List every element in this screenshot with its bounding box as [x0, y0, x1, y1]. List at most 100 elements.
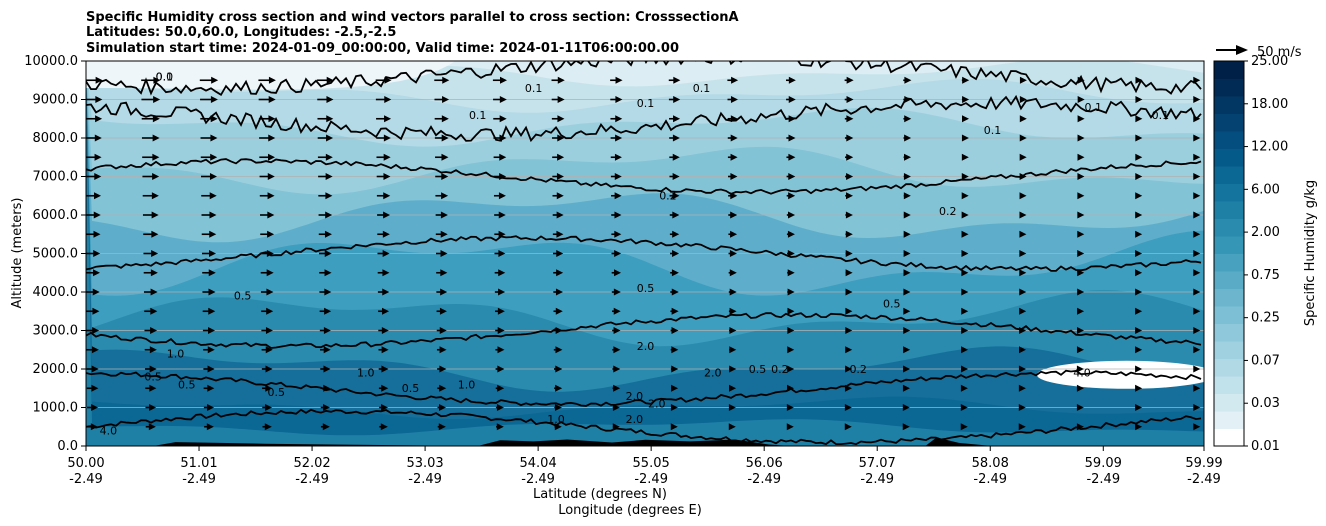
- wind-arrow: [258, 115, 276, 123]
- wind-arrow: [199, 76, 219, 84]
- wind-arrow: [728, 250, 737, 257]
- wind-arrow: [1076, 365, 1084, 373]
- wind-arrow: [612, 365, 621, 373]
- wind-arrow: [844, 96, 854, 103]
- wind-arrow: [1018, 384, 1026, 392]
- wind-arrow: [87, 404, 99, 411]
- wind-arrow: [669, 173, 680, 180]
- wind-arrow: [379, 404, 389, 411]
- y-axis-label: Altitude (meters): [10, 198, 25, 309]
- wind-arrow: [845, 230, 853, 238]
- x-tick-label-lat: 51.01: [180, 456, 217, 471]
- wind-arrow: [86, 250, 101, 257]
- wind-arrow: [787, 269, 795, 277]
- x-tick-label-lat: 56.06: [746, 456, 783, 471]
- wind-arrow: [436, 327, 447, 334]
- wind-arrow: [495, 327, 505, 334]
- wind-arrow: [201, 230, 217, 238]
- wind-arrow: [669, 192, 680, 200]
- contour-label: 0.5: [637, 282, 655, 295]
- wind-arrow: [1135, 230, 1143, 238]
- wind-arrow: [141, 115, 160, 123]
- wind-arrow: [961, 192, 969, 200]
- wind-arrow: [671, 384, 679, 392]
- contour-label: 2.0: [626, 413, 644, 426]
- wind-arrow: [670, 404, 678, 411]
- wind-arrow: [1135, 173, 1143, 180]
- wind-arrow: [494, 230, 506, 238]
- wind-arrow: [611, 307, 621, 315]
- colorbar-segment: [1214, 131, 1244, 149]
- wind-arrow: [376, 153, 391, 161]
- wind-arrow: [611, 288, 621, 296]
- wind-arrow: [1193, 230, 1201, 238]
- wind-arrow: [787, 384, 795, 392]
- wind-arrow: [1135, 211, 1143, 219]
- wind-arrow: [787, 250, 795, 257]
- wind-arrow: [611, 230, 622, 238]
- wind-arrow: [259, 173, 275, 180]
- wind-arrow: [1019, 76, 1027, 84]
- wind-arrow: [1077, 134, 1085, 142]
- wind-arrow: [202, 327, 216, 334]
- wind-arrow: [786, 192, 796, 200]
- wind-arrow: [434, 134, 449, 142]
- wind-arrow: [728, 269, 737, 277]
- wind-arrow: [961, 269, 969, 277]
- colorbar-segment: [1214, 61, 1244, 79]
- contour-label: 0.1: [984, 124, 1002, 137]
- wind-arrow: [317, 153, 333, 161]
- x-tick-label-lon: -2.49: [1086, 472, 1120, 487]
- wind-arrow: [317, 115, 334, 123]
- wind-arrow: [551, 96, 565, 103]
- x-tick-label-lon: -2.49: [69, 472, 103, 487]
- colorbar-tick-label: 6.00: [1251, 182, 1280, 197]
- wind-arrow: [376, 192, 391, 200]
- wind-arrow: [203, 365, 215, 373]
- wind-arrow: [611, 192, 622, 200]
- wind-arrow: [845, 365, 853, 373]
- wind-arrow: [554, 404, 562, 411]
- wind-arrow: [436, 307, 447, 315]
- contour-label: 4.0: [1073, 367, 1091, 380]
- wind-arrow: [86, 307, 100, 315]
- wind-arrow: [786, 173, 796, 180]
- wind-reference-key: 50 m/s: [1216, 45, 1302, 60]
- wind-arrow: [1193, 423, 1201, 431]
- wind-arrow: [204, 423, 214, 431]
- wind-arrow: [903, 192, 911, 200]
- wind-arrow: [260, 288, 274, 296]
- contour-line: [86, 235, 1202, 272]
- wind-arrow: [1077, 173, 1085, 180]
- wind-arrow: [259, 134, 276, 142]
- wind-arrow: [378, 327, 389, 334]
- contour-label: 0.2: [849, 363, 867, 376]
- wind-arrow: [611, 211, 622, 219]
- wind-arrow: [1018, 365, 1026, 373]
- wind-arrow: [200, 134, 218, 142]
- wind-arrow: [495, 346, 505, 354]
- wind-arrow: [143, 288, 158, 296]
- x-tick-label-lon: -2.49: [408, 472, 442, 487]
- wind-arrow: [144, 346, 157, 354]
- wind-arrow: [552, 134, 565, 142]
- wind-arrow: [1077, 307, 1085, 315]
- wind-arrow: [961, 96, 970, 103]
- colorbar-segment: [1214, 183, 1244, 202]
- wind-arrow: [262, 423, 272, 431]
- wind-arrow: [495, 404, 504, 411]
- x-tick-label-lat: 59.09: [1085, 456, 1122, 471]
- wind-arrow: [610, 153, 622, 161]
- colorbar: 0.01 0.03 0.07 0.25 0.75 2.00 6.00 12.00 18.00 25…: [1213, 54, 1288, 454]
- wind-arrow: [144, 307, 158, 315]
- wind-arrow: [1019, 192, 1027, 200]
- wind-arrow: [844, 384, 852, 392]
- wind-arrow: [1135, 134, 1143, 142]
- wind-arrow: [1019, 173, 1027, 180]
- wind-arrow: [727, 76, 739, 84]
- wind-arrow: [786, 211, 796, 219]
- wind-arrow: [728, 423, 736, 431]
- wind-arrow: [670, 269, 679, 277]
- wind-arrow: [845, 307, 853, 315]
- y-tick-label: 0.0: [57, 439, 78, 454]
